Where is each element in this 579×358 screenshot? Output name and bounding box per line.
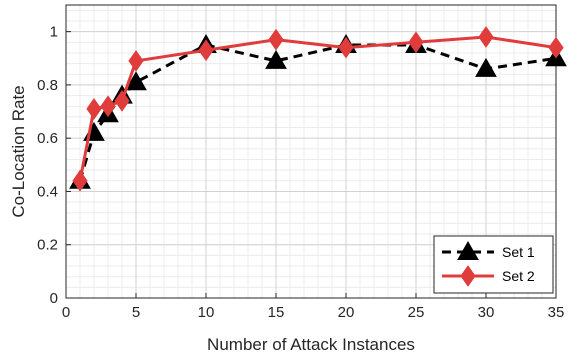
y-tick-label: 1 bbox=[50, 24, 58, 41]
data-point-marker bbox=[72, 169, 88, 192]
x-tick-label: 30 bbox=[478, 304, 495, 321]
x-tick-label: 5 bbox=[132, 304, 140, 321]
legend-label: Set 2 bbox=[502, 268, 535, 284]
x-tick-label: 20 bbox=[338, 304, 355, 321]
data-point-marker bbox=[86, 98, 102, 120]
legend-marker bbox=[457, 240, 479, 260]
axis-ticks: 0 5 10 15 20 25 30 35 0 0.2 0.4 0.6 0.8 1 bbox=[37, 24, 564, 321]
y-tick-label: 0.8 bbox=[37, 77, 58, 94]
data-point-marker bbox=[338, 36, 354, 59]
y-axis-title: Co-Location Rate bbox=[9, 85, 28, 217]
legend-item: Set 2 bbox=[442, 265, 535, 287]
y-tick-label: 0 bbox=[50, 290, 58, 307]
legend-item: Set 1 bbox=[442, 240, 535, 260]
series-2 bbox=[72, 26, 564, 192]
data-point-marker bbox=[125, 71, 147, 91]
data-point-marker bbox=[128, 50, 144, 72]
legend-marker bbox=[460, 265, 476, 287]
data-point-marker bbox=[268, 28, 284, 51]
plot-area-frame bbox=[65, 4, 557, 299]
x-tick-label: 15 bbox=[268, 304, 285, 321]
y-tick-label: 0.2 bbox=[37, 237, 58, 254]
data-point-marker bbox=[198, 39, 214, 62]
data-point-marker bbox=[478, 26, 494, 48]
x-tick-label: 25 bbox=[408, 304, 425, 321]
data-point-marker bbox=[265, 49, 287, 69]
y-tick-label: 0.4 bbox=[37, 183, 58, 200]
x-tick-label: 0 bbox=[62, 304, 70, 321]
legend: Set 1 Set 2 bbox=[433, 235, 554, 294]
data-point-marker bbox=[408, 31, 424, 54]
y-tick-label: 0.6 bbox=[37, 130, 58, 147]
x-tick-label: 35 bbox=[548, 304, 565, 321]
legend-box bbox=[433, 235, 554, 294]
x-tick-label: 10 bbox=[198, 304, 215, 321]
data-point-marker bbox=[475, 57, 497, 77]
data-point-marker bbox=[100, 95, 116, 118]
data-point-marker bbox=[548, 36, 564, 59]
legend-label: Set 1 bbox=[502, 244, 535, 260]
x-axis-title: Number of Attack Instances bbox=[207, 335, 415, 354]
series-group bbox=[69, 26, 567, 192]
data-point-marker bbox=[114, 90, 130, 112]
